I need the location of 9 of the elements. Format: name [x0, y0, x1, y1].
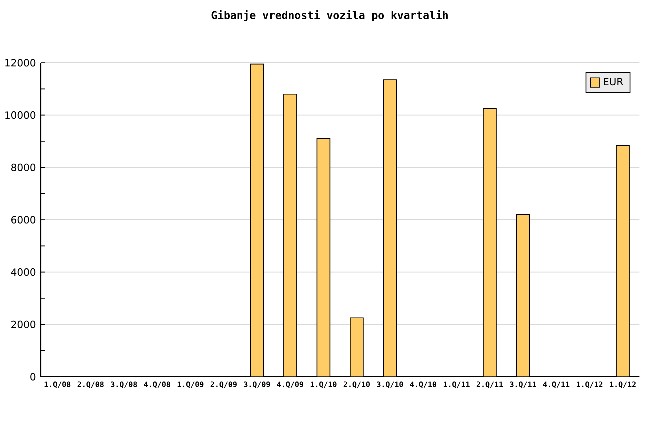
y-tick-label: 6000 [12, 216, 36, 224]
legend-label: EUR [604, 78, 624, 86]
y-tick-label: 4000 [11, 268, 36, 276]
y-tick-label: 10000 [6, 112, 36, 120]
y-tick-label: 12000 [6, 59, 36, 67]
chart-title: Gibanje vrednosti vozila po kvartalih [212, 10, 448, 22]
y-tick-label: 0 [30, 373, 36, 381]
y-tick-label: 2000 [12, 320, 36, 328]
y-tick-label: 8000 [12, 164, 36, 172]
